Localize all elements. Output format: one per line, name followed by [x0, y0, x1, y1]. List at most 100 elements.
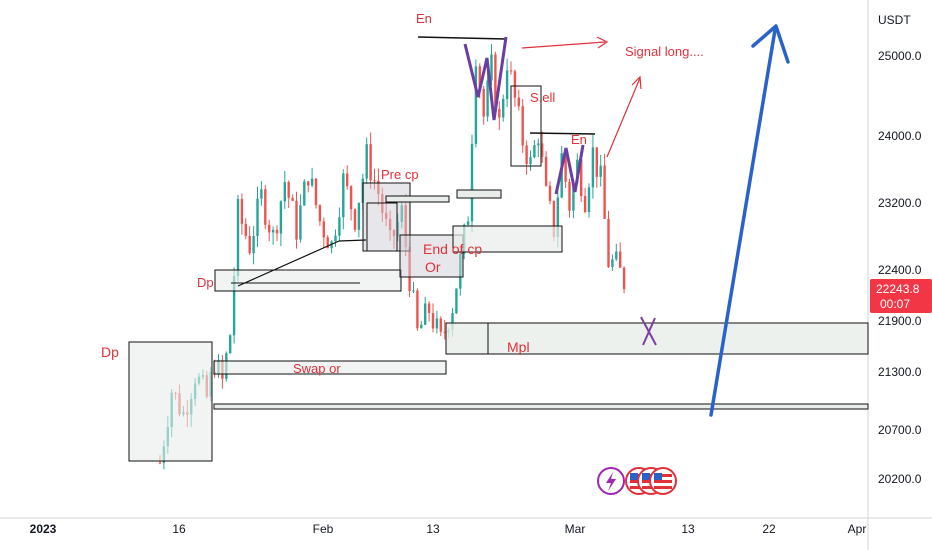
candle-body[interactable] [544, 156, 548, 186]
candle-body[interactable] [619, 251, 622, 268]
candle-body[interactable] [229, 335, 232, 354]
candle-body[interactable] [295, 200, 298, 240]
candle-body[interactable] [271, 229, 275, 233]
candle-body[interactable] [424, 303, 427, 325]
candle-body[interactable] [287, 182, 290, 198]
candle-body[interactable] [486, 80, 489, 117]
candle-body[interactable] [622, 267, 626, 290]
candle-body[interactable] [521, 106, 524, 146]
note-en-top[interactable]: En [416, 11, 432, 26]
candle-body[interactable] [478, 66, 481, 89]
candle-body[interactable] [256, 198, 259, 237]
candle-body[interactable] [552, 201, 556, 237]
candle-body[interactable] [427, 303, 431, 313]
zigzag-mid[interactable] [554, 144, 585, 195]
candle-body[interactable] [568, 181, 571, 211]
note-or[interactable]: Or [425, 259, 441, 275]
candle-body[interactable] [158, 462, 162, 464]
note-sell[interactable]: S.ell [530, 90, 555, 105]
blue-up-arrow[interactable] [709, 24, 790, 417]
candle-body[interactable] [607, 218, 610, 268]
en-mid-line[interactable] [529, 132, 596, 135]
candle-body[interactable] [326, 237, 329, 249]
candle-body[interactable] [435, 318, 439, 329]
candle-body[interactable] [365, 144, 368, 179]
candle-body[interactable] [556, 197, 559, 237]
candle-body[interactable] [474, 66, 478, 144]
note-pre-cp[interactable]: Pre cp [381, 167, 419, 182]
drawings[interactable]: En Signal long.... S.ell En Pre cp End o… [101, 11, 869, 462]
candle-body[interactable] [548, 185, 552, 202]
candle-body[interactable] [529, 157, 532, 165]
candle-body[interactable] [525, 145, 528, 165]
lightning-icon[interactable] [597, 467, 625, 495]
event-icons[interactable] [597, 467, 677, 495]
note-dp-left[interactable]: Dp [101, 344, 119, 360]
zigzag-top[interactable] [463, 36, 508, 121]
candle-body[interactable] [357, 202, 361, 230]
candle-body[interactable] [603, 165, 606, 219]
candle-body[interactable] [236, 199, 240, 277]
candle-body[interactable] [470, 143, 474, 222]
candle-body[interactable] [373, 180, 376, 182]
candle-body[interactable] [322, 221, 325, 238]
note-mpl[interactable]: Mpl [507, 339, 530, 355]
top-level-box[interactable] [456, 189, 502, 199]
candle-body[interactable] [599, 165, 602, 177]
note-swap-or[interactable]: Swap or [293, 361, 341, 376]
candle-body[interactable] [455, 288, 458, 314]
trend-line-ext[interactable] [338, 239, 367, 242]
candle-body[interactable] [541, 143, 544, 157]
candle-body[interactable] [240, 199, 244, 224]
bottom-channel[interactable] [213, 403, 869, 410]
candle-body[interactable] [416, 290, 419, 329]
candle-body[interactable] [275, 229, 279, 234]
candle-body[interactable] [268, 224, 271, 233]
candle-body[interactable] [346, 173, 349, 187]
candle-body[interactable] [349, 186, 353, 210]
candle-body[interactable] [232, 276, 236, 336]
candle-body[interactable] [252, 236, 255, 254]
candle-body[interactable] [466, 221, 470, 225]
sell-box[interactable] [510, 85, 542, 167]
candle-body[interactable] [283, 182, 286, 202]
candle-body[interactable] [307, 181, 310, 186]
candle-body[interactable] [513, 71, 517, 98]
candle-body[interactable] [509, 70, 513, 72]
note-en-mid[interactable]: En [571, 132, 587, 147]
signal-arrow[interactable] [521, 36, 609, 49]
candle-body[interactable] [583, 196, 587, 213]
candle-body[interactable] [490, 54, 493, 81]
trend-line[interactable] [237, 240, 340, 287]
candle-body[interactable] [310, 178, 314, 186]
pre-cp-inner-box[interactable] [366, 202, 398, 252]
candle-body[interactable] [244, 223, 247, 236]
candle-body[interactable] [560, 153, 563, 198]
candle-body[interactable] [564, 153, 567, 182]
candle-body[interactable] [412, 290, 415, 292]
candle-body[interactable] [572, 182, 575, 211]
candle-body[interactable] [303, 181, 306, 206]
candle-body[interactable] [291, 197, 294, 201]
candle-body[interactable] [494, 54, 497, 109]
dp-zone-box[interactable] [128, 341, 213, 462]
candle-body[interactable] [334, 235, 337, 242]
note-dp-mid[interactable]: Dp [197, 275, 214, 290]
candle-body[interactable] [318, 205, 322, 222]
candle-body[interactable] [369, 144, 372, 181]
dp-mid-box[interactable] [214, 269, 402, 292]
up-red-arrow[interactable] [606, 75, 642, 158]
candle-body[interactable] [342, 173, 345, 218]
candle-body[interactable] [482, 88, 485, 117]
candle-body[interactable] [314, 178, 318, 206]
candle-body[interactable] [498, 108, 501, 118]
mpl-zone-box[interactable] [445, 322, 869, 355]
candle-body[interactable] [443, 331, 446, 333]
candle-body[interactable] [248, 235, 251, 254]
candle-body[interactable] [615, 251, 618, 260]
candle-body[interactable] [580, 159, 583, 197]
candle-body[interactable] [420, 324, 423, 329]
candle-body[interactable] [260, 189, 263, 199]
candle-body[interactable] [439, 318, 442, 332]
